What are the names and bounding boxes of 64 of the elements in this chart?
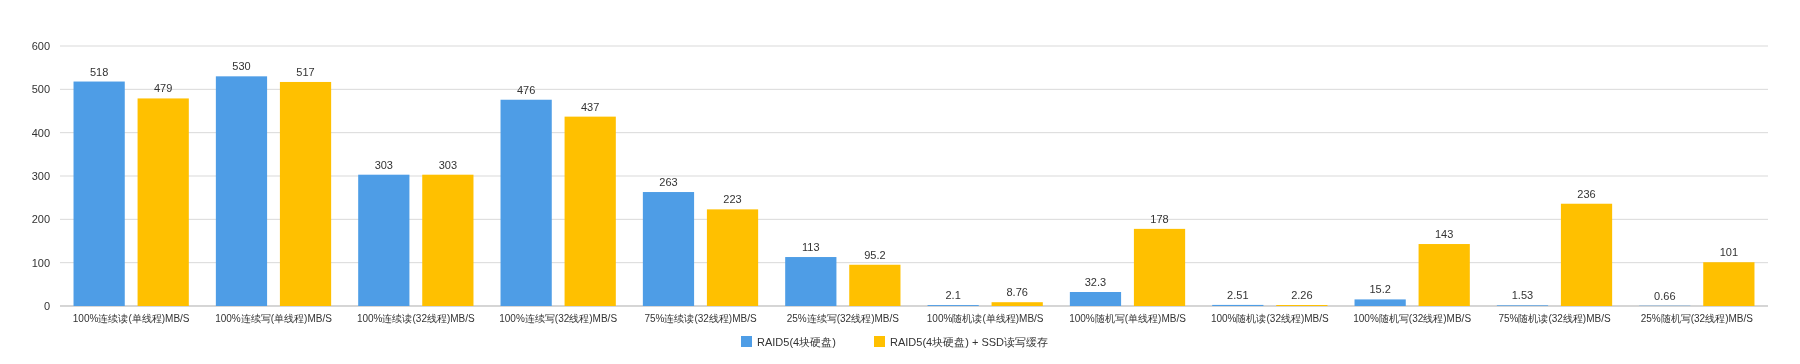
x-tick-label: 100%随机写(32线程)MB/S (1353, 313, 1472, 324)
x-tick-label: 100%连续写(单线程)MB/S (215, 313, 333, 324)
data-label: 0.66 (1654, 289, 1676, 302)
bar (785, 257, 837, 306)
bar (279, 81, 332, 306)
data-label: 479 (154, 82, 173, 95)
bar (1133, 228, 1186, 306)
data-label: 303 (374, 158, 393, 171)
x-tick-label: 100%连续读(32线程)MB/S (356, 313, 476, 324)
x-tick-label: 100%随机写(单线程)MB/S (1069, 313, 1187, 324)
bar (1354, 299, 1406, 306)
bar (991, 302, 1043, 306)
data-label: 530 (232, 60, 251, 73)
x-tick-label: 75%连续读(32线程)MB/S (644, 313, 757, 324)
bar (500, 99, 552, 306)
bar (1069, 292, 1122, 306)
y-tick-label: 500 (31, 83, 50, 96)
x-tick-label: 75%随机读(32线程)MB/S (1498, 313, 1611, 324)
data-label: 517 (296, 65, 315, 78)
data-label: 2.51 (1227, 288, 1249, 301)
data-label: 223 (723, 193, 742, 206)
data-label: 2.26 (1291, 289, 1313, 302)
y-tick-label: 300 (31, 169, 50, 182)
data-label: 263 (659, 176, 678, 189)
x-tick-label: 25%随机写(32线程)MB/S (1640, 313, 1754, 324)
data-label: 1.53 (1511, 289, 1534, 302)
data-label: 113 (802, 241, 820, 254)
bar (137, 98, 189, 306)
data-label: 143 (1435, 228, 1454, 241)
x-tick-label: 100%连续写(32线程)MB/S (499, 313, 618, 324)
data-label: 95.2 (864, 248, 886, 261)
bar (358, 174, 410, 306)
bar (422, 174, 474, 306)
y-tick-label: 0 (43, 299, 50, 312)
data-label: 2.1 (945, 289, 961, 302)
data-label: 476 (516, 83, 536, 96)
bar (706, 209, 759, 306)
data-label: 15.2 (1369, 283, 1391, 296)
bar (849, 264, 901, 306)
data-label: 236 (1577, 187, 1596, 200)
bar (73, 81, 125, 306)
bar (1703, 262, 1755, 306)
data-label: 437 (581, 100, 600, 113)
bar (1560, 203, 1613, 306)
x-tick-label: 100%随机读(32线程)MB/S (1210, 313, 1330, 324)
y-tick-label: 400 (31, 126, 50, 139)
legend-label: RAID5(4块硬盘) + SSD读写缓存 (890, 336, 1048, 348)
data-label: 178 (1150, 212, 1169, 225)
bar (564, 116, 616, 306)
y-tick-label: 600 (31, 39, 50, 52)
data-label: 101 (1719, 246, 1739, 259)
data-label: 32.3 (1084, 276, 1107, 288)
bar (642, 192, 695, 306)
data-label: 518 (89, 65, 109, 78)
x-tick-label: 100%随机读(单线程)MB/S (926, 313, 1044, 324)
x-tick-label: 25%连续写(32线程)MB/S (786, 313, 900, 324)
bar (215, 76, 268, 306)
legend-label: RAID5(4块硬盘) (757, 336, 836, 348)
bar (1418, 244, 1470, 306)
y-tick-label: 100 (31, 256, 50, 269)
data-label: 8.76 (1006, 286, 1028, 299)
y-tick-label: 200 (31, 213, 50, 226)
data-label: 303 (438, 158, 458, 171)
x-tick-label: 100%连续读(单线程)MB/S (72, 313, 190, 324)
